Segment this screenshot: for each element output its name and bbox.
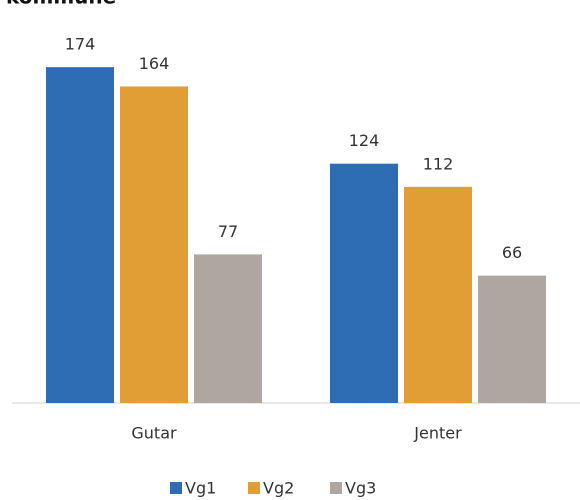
bar <box>478 275 546 403</box>
legend-swatch <box>248 482 260 494</box>
value-label: 174 <box>65 35 96 54</box>
value-label: 124 <box>349 131 380 150</box>
chart-title: kommune <box>6 0 116 9</box>
bar <box>120 86 188 403</box>
bar <box>330 163 398 403</box>
legend-swatch <box>170 482 182 494</box>
x-tick-label: Jenter <box>413 424 462 443</box>
bar <box>194 254 262 403</box>
value-label: 77 <box>218 222 238 241</box>
x-tick-label: Gutar <box>131 424 177 443</box>
legend-label: Vg3 <box>345 479 376 498</box>
legend-label: Vg2 <box>263 479 294 498</box>
value-label: 66 <box>502 243 522 262</box>
legend-label: Vg1 <box>185 479 216 498</box>
bar <box>46 67 114 404</box>
bar <box>404 186 472 403</box>
legend-swatch <box>330 482 342 494</box>
value-label: 164 <box>139 54 170 73</box>
value-label: 112 <box>423 154 454 173</box>
